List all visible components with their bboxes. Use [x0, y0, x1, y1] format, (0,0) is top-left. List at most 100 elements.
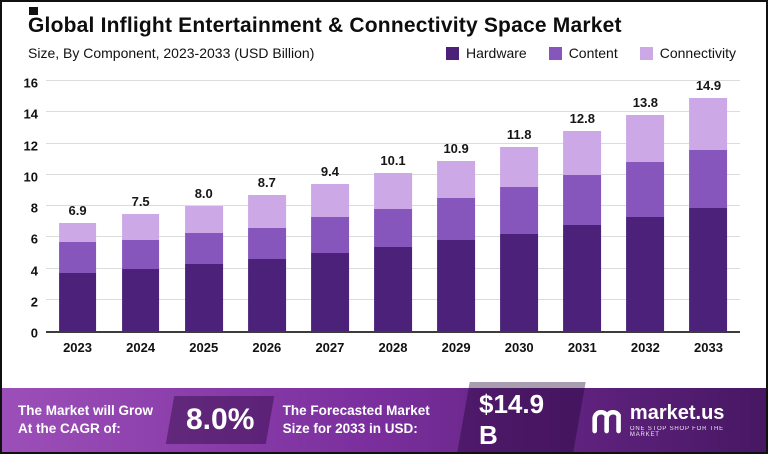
legend-item-content: Content — [548, 45, 618, 61]
bar-stack — [121, 213, 160, 331]
legend-swatch — [548, 46, 562, 60]
bar-segment-content — [121, 240, 160, 269]
y-tick-label: 14 — [23, 106, 38, 122]
bar-stack — [563, 131, 602, 331]
bars-row: 6.9 7.5 8.0 8.7 9.4 10.1 10.9 11.8 12.8 13.8 14.9 — [46, 78, 740, 331]
bar-column-2029: 10.9 — [425, 83, 488, 331]
bar-segment-connectivity — [563, 131, 602, 175]
bar-column-2027: 9.4 — [298, 83, 361, 331]
total-label: 10.9 — [443, 140, 469, 156]
bar-segment-hardware — [500, 234, 539, 331]
y-axis: 0 2 4 6 8 10 12 14 16 — [14, 76, 46, 341]
bar-segment-content — [374, 209, 412, 247]
y-tick-label: 16 — [23, 75, 38, 91]
legend-item-hardware: Hardware — [445, 45, 527, 61]
bar-segment-connectivity — [437, 160, 476, 199]
x-tick-label: 2023 — [63, 340, 92, 355]
bar-stack — [626, 115, 665, 331]
bar-segment-hardware — [58, 273, 97, 331]
bar-segment-content — [500, 187, 539, 235]
bar-segment-connectivity — [626, 115, 665, 163]
bar-column-2030: 11.8 — [488, 83, 551, 331]
total-label: 7.5 — [131, 193, 150, 209]
bar-segment-content — [626, 162, 665, 217]
total-label: 8.7 — [257, 175, 276, 191]
x-tick-label: 2027 — [315, 340, 345, 355]
x-tick-label: 2032 — [630, 340, 660, 355]
chart-title: Global Inflight Entertainment & Connecti… — [28, 14, 622, 37]
total-label: 6.9 — [68, 203, 87, 219]
bar-segment-hardware — [374, 246, 412, 331]
bar-segment-content — [58, 241, 97, 274]
legend-item-connectivity: Connectivity — [639, 45, 736, 61]
total-label: 13.8 — [632, 95, 659, 111]
legend-label: Content — [568, 45, 618, 61]
x-tick-label: 2031 — [567, 340, 597, 355]
legend-label: Connectivity — [659, 45, 736, 61]
x-tick-label: 2028 — [378, 340, 408, 355]
x-tick-label: 2024 — [126, 340, 156, 355]
forecast-value-box: $14.9 B — [455, 382, 586, 452]
cagr-value-box: 8.0% — [166, 396, 275, 444]
total-label: 11.8 — [506, 126, 532, 142]
bar-stack — [437, 160, 476, 331]
marketus-logo-icon — [592, 409, 621, 434]
total-label: 14.9 — [695, 78, 722, 94]
brand-logo: market.us ONE STOP SHOP FOR THE MARKET — [591, 403, 750, 438]
forecast-label: The Forecasted Market Size for 2033 in U… — [282, 403, 430, 436]
corner-mark — [29, 7, 38, 15]
bar-segment-content — [563, 174, 602, 225]
bar-segment-connectivity — [311, 184, 349, 217]
y-tick-label: 6 — [30, 231, 38, 247]
bar-segment-hardware — [311, 252, 349, 331]
plot-area: 6.9 7.5 8.0 8.7 9.4 10.1 10.9 11.8 12.8 13.8 14.9 — [46, 78, 740, 333]
bar-segment-content — [247, 227, 286, 260]
bar-column-2026: 8.7 — [235, 83, 298, 331]
x-tick-label: 2029 — [441, 340, 471, 355]
total-label: 12.8 — [569, 111, 595, 126]
bar-column-2033: 14.9 — [677, 78, 740, 331]
x-labels: 2023 2024 2025 2026 2027 2028 2029 2030 2031 2032… — [46, 340, 740, 355]
gridline — [46, 80, 740, 81]
chart-header: Global Inflight Entertainment & Connecti… — [2, 2, 766, 61]
bar-segment-connectivity — [689, 98, 728, 150]
bar-stack — [689, 98, 728, 331]
y-tick-label: 8 — [30, 200, 38, 216]
cagr-label: The Market will Grow At the CAGR of: — [18, 403, 154, 436]
total-label: 8.0 — [194, 186, 213, 201]
bar-segment-content — [184, 232, 223, 264]
bar-segment-connectivity — [374, 173, 412, 210]
bar-segment-content — [689, 149, 728, 208]
chart-subtitle: Size, By Component, 2023-2033 (USD Billi… — [28, 45, 315, 61]
bar-segment-hardware — [689, 207, 728, 331]
gridline — [46, 111, 740, 113]
bar-column-2031: 12.8 — [551, 83, 614, 331]
y-tick-label: 12 — [23, 138, 38, 153]
bar-segment-hardware — [626, 216, 665, 331]
bar-segment-connectivity — [184, 206, 223, 233]
bar-stack — [184, 206, 223, 331]
footer-banner: The Market will Grow At the CAGR of: 8.0… — [2, 382, 766, 452]
bar-segment-content — [311, 216, 349, 253]
y-tick-label: 10 — [23, 169, 38, 185]
bar-segment-content — [437, 198, 476, 241]
bar-segment-hardware — [437, 240, 476, 331]
x-tick-label: 2033 — [694, 340, 723, 355]
bar-segment-connectivity — [121, 213, 160, 241]
chart-legend: Hardware Content Connectivity — [445, 45, 736, 61]
y-tick-label: 4 — [30, 263, 38, 278]
bar-stack — [311, 184, 349, 331]
bar-column-2032: 13.8 — [614, 83, 677, 331]
bar-column-2025: 8.0 — [172, 83, 235, 331]
bar-stack — [58, 223, 97, 331]
legend-swatch — [445, 46, 459, 60]
bar-column-2024: 7.5 — [109, 83, 172, 331]
bar-segment-hardware — [184, 263, 223, 331]
forecast-value: $14.9 B — [478, 389, 544, 450]
total-label: 10.1 — [380, 153, 406, 169]
bar-segment-connectivity — [247, 195, 286, 228]
bar-column-2023: 6.9 — [46, 83, 109, 331]
cagr-value: 8.0% — [186, 403, 255, 436]
bar-column-2028: 10.1 — [361, 83, 424, 331]
bar-stack — [500, 146, 539, 331]
